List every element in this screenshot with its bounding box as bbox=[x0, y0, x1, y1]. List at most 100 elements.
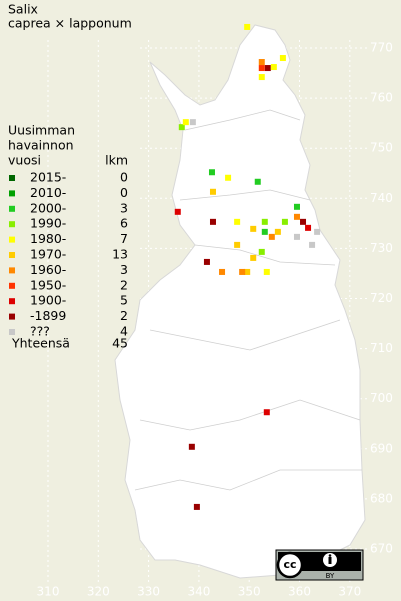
legend-swatch bbox=[9, 205, 15, 212]
x-tick-label: 330 bbox=[137, 585, 160, 599]
y-tick-label: 700 bbox=[370, 391, 393, 405]
observation bbox=[234, 241, 241, 248]
observation bbox=[203, 258, 210, 265]
observation bbox=[314, 228, 321, 235]
legend-label: -1899 bbox=[30, 308, 66, 323]
legend-swatch bbox=[9, 236, 15, 243]
license-badge: cc BY bbox=[275, 549, 364, 581]
legend-swatch bbox=[9, 190, 15, 197]
observation bbox=[208, 169, 215, 176]
legend-label: ??? bbox=[30, 324, 50, 339]
observation bbox=[178, 124, 185, 131]
legend-label: 1970- bbox=[30, 247, 66, 262]
y-tick-label: 760 bbox=[370, 91, 393, 105]
legend-swatch bbox=[9, 221, 15, 228]
legend-count: 6 bbox=[120, 216, 128, 231]
legend-total-label: Yhteensä bbox=[11, 336, 70, 351]
x-tick-label: 320 bbox=[87, 585, 110, 599]
y-tick-label: 670 bbox=[370, 542, 393, 556]
observation bbox=[244, 23, 251, 30]
legend-label: 1980- bbox=[30, 231, 66, 246]
observation bbox=[293, 213, 300, 220]
observation bbox=[188, 443, 195, 450]
observation bbox=[258, 248, 265, 255]
license-icon: cc bbox=[283, 558, 296, 571]
x-tick-label: 370 bbox=[338, 585, 361, 599]
observation bbox=[193, 503, 200, 510]
legend-swatch bbox=[9, 282, 15, 289]
y-tick-label: 740 bbox=[370, 191, 393, 205]
y-tick-label: 710 bbox=[370, 341, 393, 355]
legend-label: 1900- bbox=[30, 293, 66, 308]
legend-count: 5 bbox=[120, 293, 128, 308]
y-tick-label: 770 bbox=[370, 41, 393, 55]
observation bbox=[219, 268, 226, 275]
legend-heading: havainnon bbox=[8, 138, 74, 153]
y-tick-label: 720 bbox=[370, 291, 393, 305]
legend-swatch bbox=[9, 175, 15, 181]
title: Salix bbox=[8, 2, 38, 17]
legend-count: 2 bbox=[120, 277, 128, 292]
observation bbox=[270, 64, 277, 71]
y-tick-label: 690 bbox=[370, 441, 393, 455]
observation bbox=[281, 218, 288, 225]
legend-count: 3 bbox=[120, 200, 128, 215]
legend-label: 1990- bbox=[30, 216, 66, 231]
legend-heading: vuosi bbox=[8, 153, 41, 168]
observations bbox=[174, 23, 321, 510]
legend-count-heading: lkm bbox=[105, 153, 128, 168]
x-tick-label: 310 bbox=[37, 585, 60, 599]
legend-total: 45 bbox=[112, 336, 128, 351]
observation bbox=[263, 268, 270, 275]
legend-swatch bbox=[9, 252, 15, 258]
observation bbox=[258, 65, 265, 72]
observation bbox=[264, 65, 271, 72]
subtitle: caprea × lapponum bbox=[8, 16, 132, 31]
legend-count: 0 bbox=[120, 185, 128, 200]
legend-count: 0 bbox=[120, 170, 128, 185]
observation bbox=[293, 203, 300, 210]
observation bbox=[261, 218, 268, 225]
observation bbox=[268, 233, 275, 240]
observation bbox=[250, 225, 257, 232]
x-tick-label: 360 bbox=[288, 585, 311, 599]
observation bbox=[258, 74, 265, 81]
legend-count: 13 bbox=[112, 247, 128, 262]
observation bbox=[225, 174, 232, 181]
observation bbox=[209, 188, 216, 195]
legend-count: 3 bbox=[120, 262, 128, 277]
observation bbox=[182, 119, 189, 126]
region-borders bbox=[134, 109, 362, 491]
legend-swatch bbox=[9, 298, 15, 305]
observation bbox=[234, 218, 241, 225]
observation bbox=[274, 228, 281, 235]
legend-count: 4 bbox=[120, 324, 128, 339]
legend-label: 2015- bbox=[30, 170, 66, 185]
observation bbox=[279, 55, 286, 62]
legend-label: 2000- bbox=[30, 200, 66, 215]
observation bbox=[209, 218, 216, 225]
observation bbox=[263, 409, 270, 416]
legend: 2015- 0 2010- 0 2000- 3 1990- 6 1980- 7 1970- 13 196… bbox=[9, 170, 128, 339]
license-by: BY bbox=[326, 572, 335, 580]
legend-label: 1960- bbox=[30, 262, 66, 277]
observation bbox=[254, 178, 261, 185]
legend-count: 7 bbox=[120, 231, 128, 246]
observation bbox=[300, 218, 307, 225]
legend-heading: Uusimman bbox=[8, 123, 75, 138]
y-tick-label: 730 bbox=[370, 241, 393, 255]
y-tick-label: 680 bbox=[370, 491, 393, 505]
observation bbox=[174, 208, 181, 215]
x-tick-label: 340 bbox=[187, 585, 210, 599]
observation bbox=[189, 119, 196, 126]
observation bbox=[305, 224, 312, 231]
observation bbox=[261, 228, 268, 235]
observation bbox=[258, 59, 265, 66]
legend-label: 1950- bbox=[30, 277, 66, 292]
observation bbox=[250, 254, 257, 261]
x-tick-label: 350 bbox=[238, 585, 261, 599]
observation bbox=[309, 241, 316, 248]
legend-swatch bbox=[9, 329, 15, 335]
legend-swatch bbox=[9, 313, 15, 320]
